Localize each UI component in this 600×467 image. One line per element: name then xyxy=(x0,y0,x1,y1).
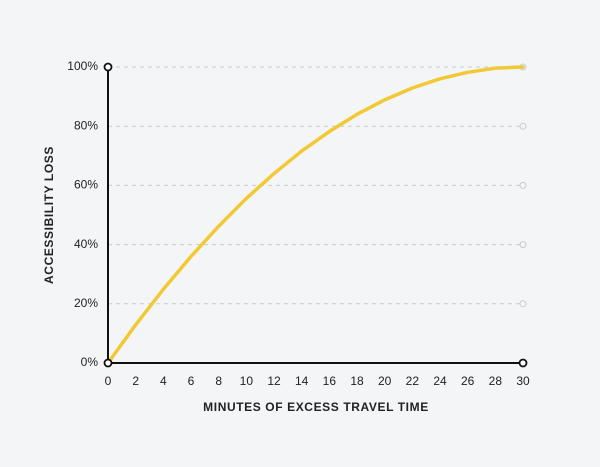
grid-end-dot xyxy=(519,300,527,308)
x-tick-label: 26 xyxy=(461,374,475,388)
x-tick-label: 10 xyxy=(240,374,254,388)
x-tick-label: 22 xyxy=(406,374,420,388)
x-axis-title: MINUTES OF EXCESS TRAVEL TIME xyxy=(203,400,429,414)
x-tick-label: 20 xyxy=(378,374,392,388)
y-tick-label: 60% xyxy=(74,178,98,192)
axis-end-dot xyxy=(103,62,113,72)
x-tick-label: 14 xyxy=(295,374,309,388)
axis-end-dot xyxy=(103,358,113,368)
x-tick-label: 30 xyxy=(516,374,530,388)
x-tick-label: 6 xyxy=(188,374,195,388)
grid-end-dot xyxy=(519,122,527,130)
x-tick-label: 0 xyxy=(105,374,112,388)
x-tick-label: 8 xyxy=(215,374,222,388)
data-line xyxy=(106,65,525,365)
x-tick-label: 24 xyxy=(433,374,447,388)
y-tick-label: 40% xyxy=(74,237,98,251)
y-tick-label: 100% xyxy=(67,59,98,73)
x-tick-label: 18 xyxy=(350,374,364,388)
x-tick-label: 4 xyxy=(160,374,167,388)
y-tick-label: 20% xyxy=(74,296,98,310)
y-tick-label: 80% xyxy=(74,118,98,132)
y-axis-title: ACCESSIBILITY LOSS xyxy=(42,146,56,284)
x-tick-label: 28 xyxy=(489,374,503,388)
x-tick-label: 2 xyxy=(132,374,139,388)
grid-end-dot xyxy=(519,241,527,249)
y-tick-label: 0% xyxy=(81,355,99,369)
grid-end-dot xyxy=(519,181,527,189)
x-tick-label: 16 xyxy=(323,374,337,388)
axis-end-dot xyxy=(518,358,528,368)
x-tick-label: 12 xyxy=(267,374,281,388)
